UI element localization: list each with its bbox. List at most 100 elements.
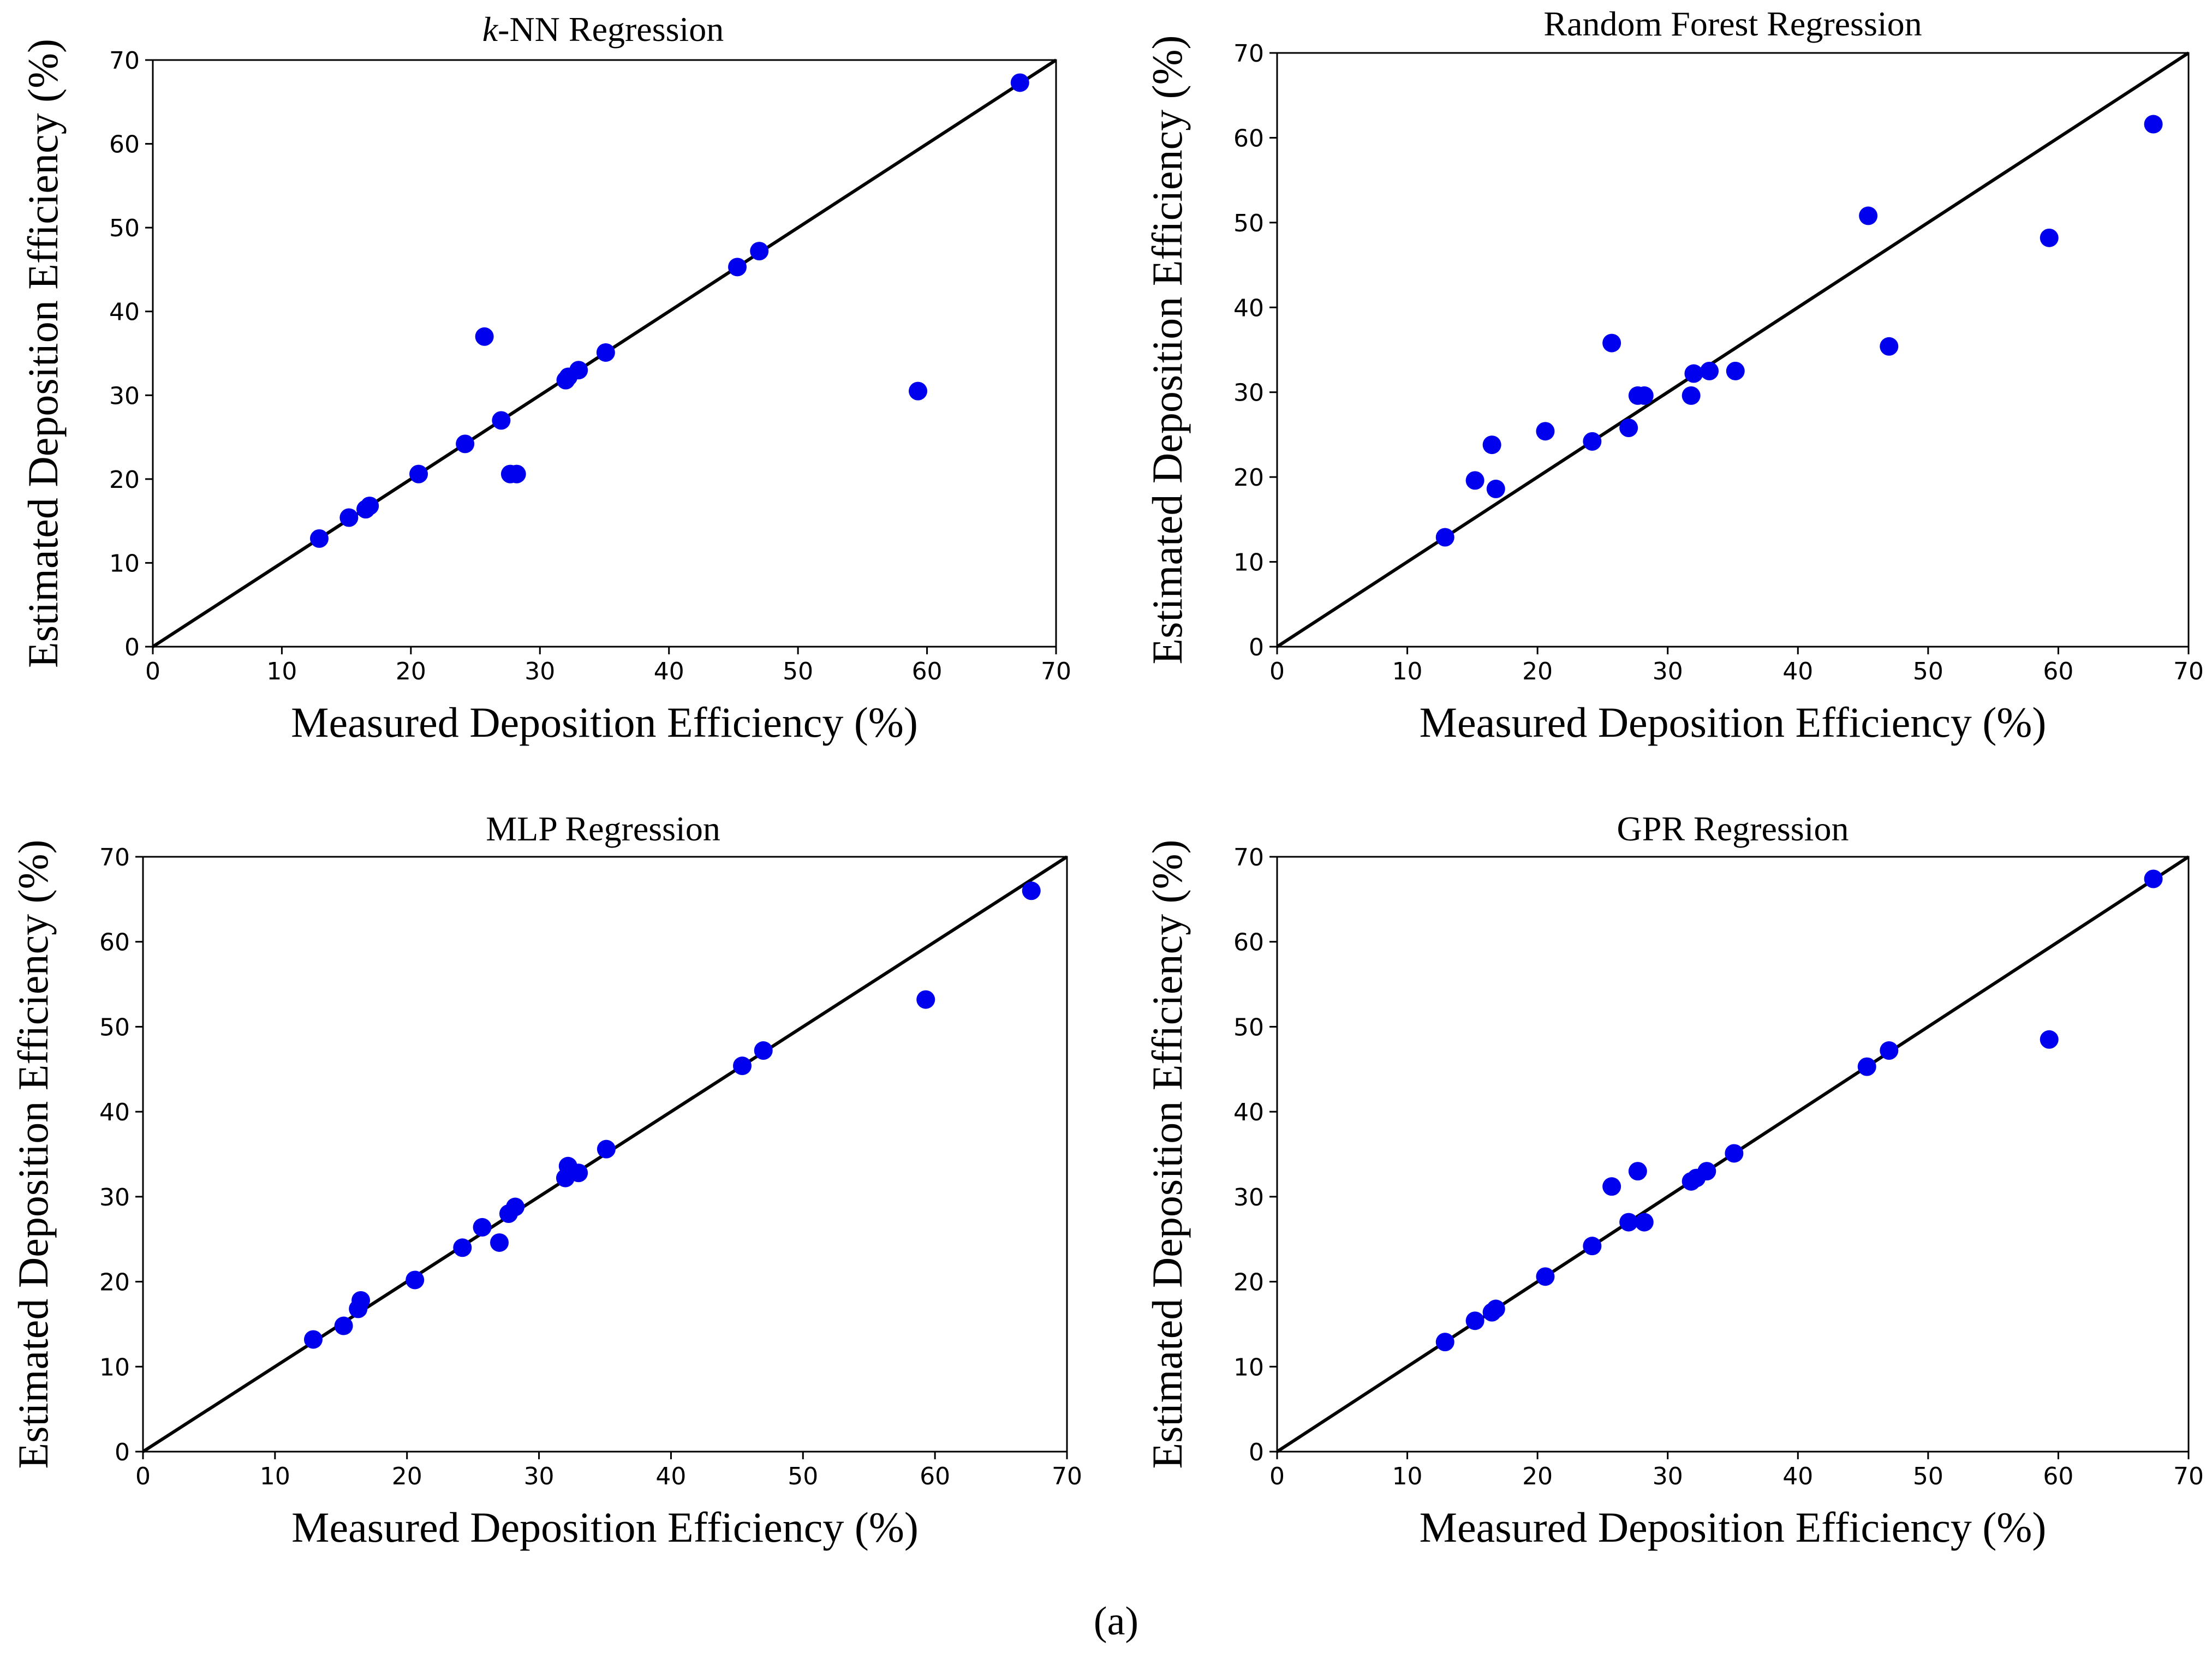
y-axis-label: Estimated Deposition Efficiency (%): [9, 839, 57, 1469]
y-tick-label: 0: [1249, 1439, 1264, 1466]
data-point: [339, 508, 359, 527]
data-point: [916, 990, 935, 1009]
y-tick-label: 20: [109, 466, 140, 494]
y-tick-label: 50: [1233, 210, 1264, 237]
x-tick-label: 60: [2043, 1463, 2073, 1490]
data-point: [2040, 1030, 2059, 1049]
data-point: [1859, 206, 1878, 225]
knn-panel: 0 10 20 30 40 50 60 70 0 10 20 30 40 50 60 70 k-NN Regre…: [19, 10, 1071, 746]
data-point: [409, 464, 428, 484]
data-point: [728, 258, 747, 277]
y-tick-label: 0: [1249, 634, 1264, 661]
y-tick-label: 20: [99, 1269, 130, 1297]
x-tick-label: 20: [1522, 1463, 1553, 1490]
data-point: [1635, 1213, 1654, 1232]
data-point: [1536, 422, 1555, 441]
x-tick-label: 70: [2173, 1463, 2204, 1490]
x-tick-label: 10: [266, 658, 297, 685]
x-tick-label: 0: [1269, 658, 1285, 685]
data-point: [1725, 1144, 1744, 1163]
x-axis-label: Measured Deposition Efficiency (%): [291, 699, 918, 746]
data-point: [1583, 1237, 1602, 1256]
data-point: [733, 1057, 752, 1076]
x-tick-label: 30: [524, 1463, 555, 1490]
x-tick-label: 20: [392, 1463, 422, 1490]
x-tick-label: 10: [1392, 1463, 1423, 1490]
data-point: [1880, 337, 1899, 356]
data-point: [1619, 418, 1638, 437]
y-tick-label: 60: [1233, 124, 1264, 152]
x-tick-label: 10: [1392, 658, 1423, 685]
y-tick-label: 30: [1233, 1184, 1264, 1212]
data-point: [1619, 1213, 1638, 1232]
data-point: [490, 1233, 509, 1252]
x-tick-label: 70: [2173, 658, 2204, 685]
data-point: [1482, 435, 1501, 455]
y-tick-label: 40: [1233, 294, 1264, 322]
data-point: [754, 1041, 773, 1060]
x-tick-label: 0: [1269, 1463, 1285, 1490]
y-tick-label: 60: [99, 929, 130, 957]
y-tick-label: 0: [115, 1439, 130, 1466]
data-point: [456, 434, 475, 453]
data-point: [1435, 1333, 1454, 1352]
y-tick-label: 30: [1233, 379, 1264, 407]
y-tick-label: 50: [109, 214, 140, 242]
data-point: [2040, 228, 2059, 247]
data-point: [750, 242, 769, 261]
mlp-panel: 0 10 20 30 40 50 60 70 0 10 20 30 40 50 60 70 MLP Regres…: [9, 809, 1082, 1551]
panel-title: MLP Regression: [486, 809, 720, 848]
y-tick-label: 20: [1233, 1269, 1264, 1297]
y-tick-label: 70: [1233, 844, 1264, 872]
x-tick-label: 50: [1913, 1463, 1943, 1490]
y-tick-label: 70: [99, 844, 130, 872]
x-tick-label: 40: [655, 1463, 686, 1490]
data-point: [1010, 73, 1029, 92]
data-point: [453, 1238, 472, 1257]
panel-title-italic: k: [482, 10, 499, 49]
x-tick-label: 60: [2043, 658, 2073, 685]
data-point: [597, 1139, 616, 1159]
data-point: [1684, 364, 1703, 383]
x-tick-label: 40: [1782, 1463, 1813, 1490]
data-point: [1602, 1177, 1621, 1196]
x-tick-label: 60: [912, 658, 943, 685]
y-tick-label: 40: [1233, 1099, 1264, 1126]
y-tick-label: 50: [99, 1013, 130, 1041]
data-point: [569, 1163, 588, 1183]
x-tick-label: 30: [1653, 1463, 1683, 1490]
data-point: [507, 464, 526, 484]
y-tick-label: 70: [109, 47, 140, 75]
data-point: [473, 1218, 492, 1237]
data-point: [1700, 361, 1719, 380]
y-tick-label: 60: [109, 131, 140, 159]
y-tick-label: 10: [1233, 549, 1264, 577]
data-point: [596, 343, 615, 362]
x-tick-label: 40: [1782, 658, 1813, 685]
y-tick-label: 30: [109, 382, 140, 410]
x-tick-label: 50: [783, 658, 813, 685]
x-tick-label: 30: [524, 658, 555, 685]
x-tick-label: 30: [1653, 658, 1683, 685]
x-tick-label: 50: [1913, 658, 1943, 685]
data-point: [2144, 869, 2163, 888]
x-axis-label: Measured Deposition Efficiency (%): [1420, 1503, 2047, 1551]
plot-frame: [152, 59, 1057, 648]
y-axis-label: Estimated Deposition Efficiency (%): [1143, 839, 1191, 1469]
x-tick-label: 70: [1052, 1463, 1082, 1490]
panel-title: Random Forest Regression: [1543, 4, 1922, 43]
y-axis-label: Estimated Deposition Efficiency (%): [1143, 35, 1191, 664]
data-point: [303, 1330, 323, 1349]
data-point: [1583, 432, 1602, 451]
data-point: [1682, 386, 1701, 405]
data-point: [1857, 1057, 1876, 1076]
data-point: [1465, 1311, 1484, 1330]
data-point: [1726, 361, 1745, 380]
data-point: [1022, 881, 1041, 900]
x-tick-label: 0: [145, 658, 160, 685]
y-tick-label: 40: [109, 299, 140, 326]
data-point: [909, 381, 928, 401]
figure-caption: (a): [1094, 1599, 1138, 1644]
x-axis-label: Measured Deposition Efficiency (%): [1420, 699, 2047, 746]
data-point: [1465, 471, 1484, 490]
